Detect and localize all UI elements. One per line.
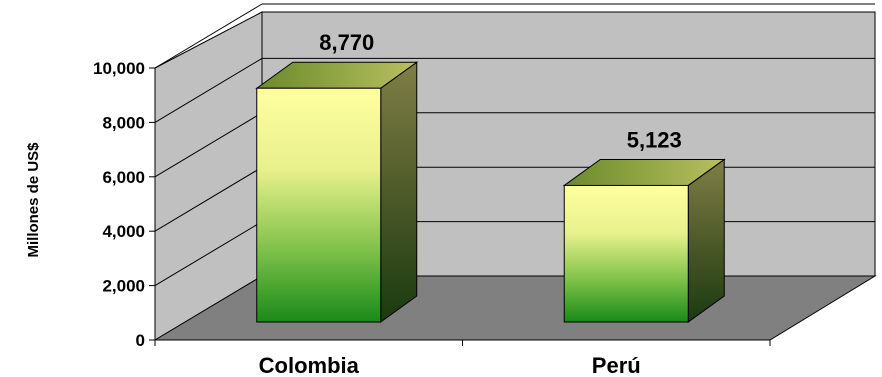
bar-perú	[562, 158, 726, 323]
x-tick-label: Perú	[592, 353, 641, 377]
bar-side	[687, 158, 725, 323]
y-tick-label: 10,000	[93, 59, 145, 78]
bar-colombia	[255, 61, 419, 323]
gridline-side	[154, 3, 263, 69]
bar-front	[256, 87, 382, 323]
gridline-side	[154, 221, 263, 287]
y-tick-label: 4,000	[102, 222, 145, 241]
y-axis-title: Millones de US$	[25, 142, 42, 258]
gridline-side	[154, 166, 263, 232]
y-tick-label: 8,000	[102, 113, 145, 132]
y-tick-label: 2,000	[102, 277, 145, 296]
data-label: 8,770	[319, 30, 374, 55]
bar-side	[380, 61, 418, 323]
y-tick-label: 0	[136, 331, 145, 350]
axes	[149, 67, 771, 346]
bar-front	[563, 184, 689, 323]
gridline-side	[154, 57, 263, 123]
labels: 0 2,000 4,000 6,000 8,000 10,000 8,770 Colombia…	[93, 30, 682, 377]
gridline-side	[154, 112, 263, 178]
x-tick-label: Colombia	[259, 353, 360, 377]
bars	[255, 61, 726, 323]
y-tick-label: 6,000	[102, 168, 145, 187]
data-label: 5,123	[627, 127, 682, 152]
